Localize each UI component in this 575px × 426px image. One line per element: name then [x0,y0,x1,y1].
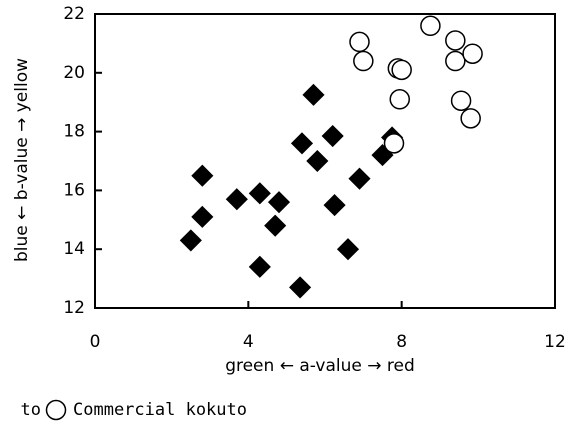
y-tick-label: 14 [63,239,85,259]
point [267,191,291,214]
legend-marker [45,399,67,421]
point [248,255,271,278]
point [348,167,371,190]
point [191,205,214,228]
point [383,133,405,154]
point [225,188,248,211]
legend-label: to [21,400,41,420]
point [323,194,346,217]
point [264,214,287,237]
y-tick-label: 18 [63,122,85,142]
point [191,164,214,187]
y-tick-label: 22 [63,4,85,24]
point [391,59,412,81]
point [336,238,360,261]
y-tick-label: 20 [63,63,85,83]
y-tick-label: 12 [63,298,85,318]
y-axis-label: blue ← b-value → yellow [12,58,32,262]
point [353,50,374,72]
point [349,31,370,53]
point [306,149,329,173]
x-tick-label: 8 [396,332,407,352]
y-tick-label: 16 [63,180,85,200]
point [290,132,314,155]
point [462,43,483,64]
point [179,229,202,252]
x-tick-label: 4 [243,332,254,352]
legend-label: Commercial kokuto [73,400,247,420]
point [248,182,271,205]
point [445,50,466,72]
point [420,15,441,37]
x-tick-label: 12 [544,332,566,352]
x-tick-label: 0 [90,332,101,352]
point [389,89,410,110]
plot-frame [94,13,556,309]
point [302,83,325,106]
point [445,30,466,51]
point [321,124,344,148]
x-axis-label: green ← a-value → red [225,356,415,376]
point [450,90,472,111]
point [289,276,312,299]
point [460,108,481,129]
